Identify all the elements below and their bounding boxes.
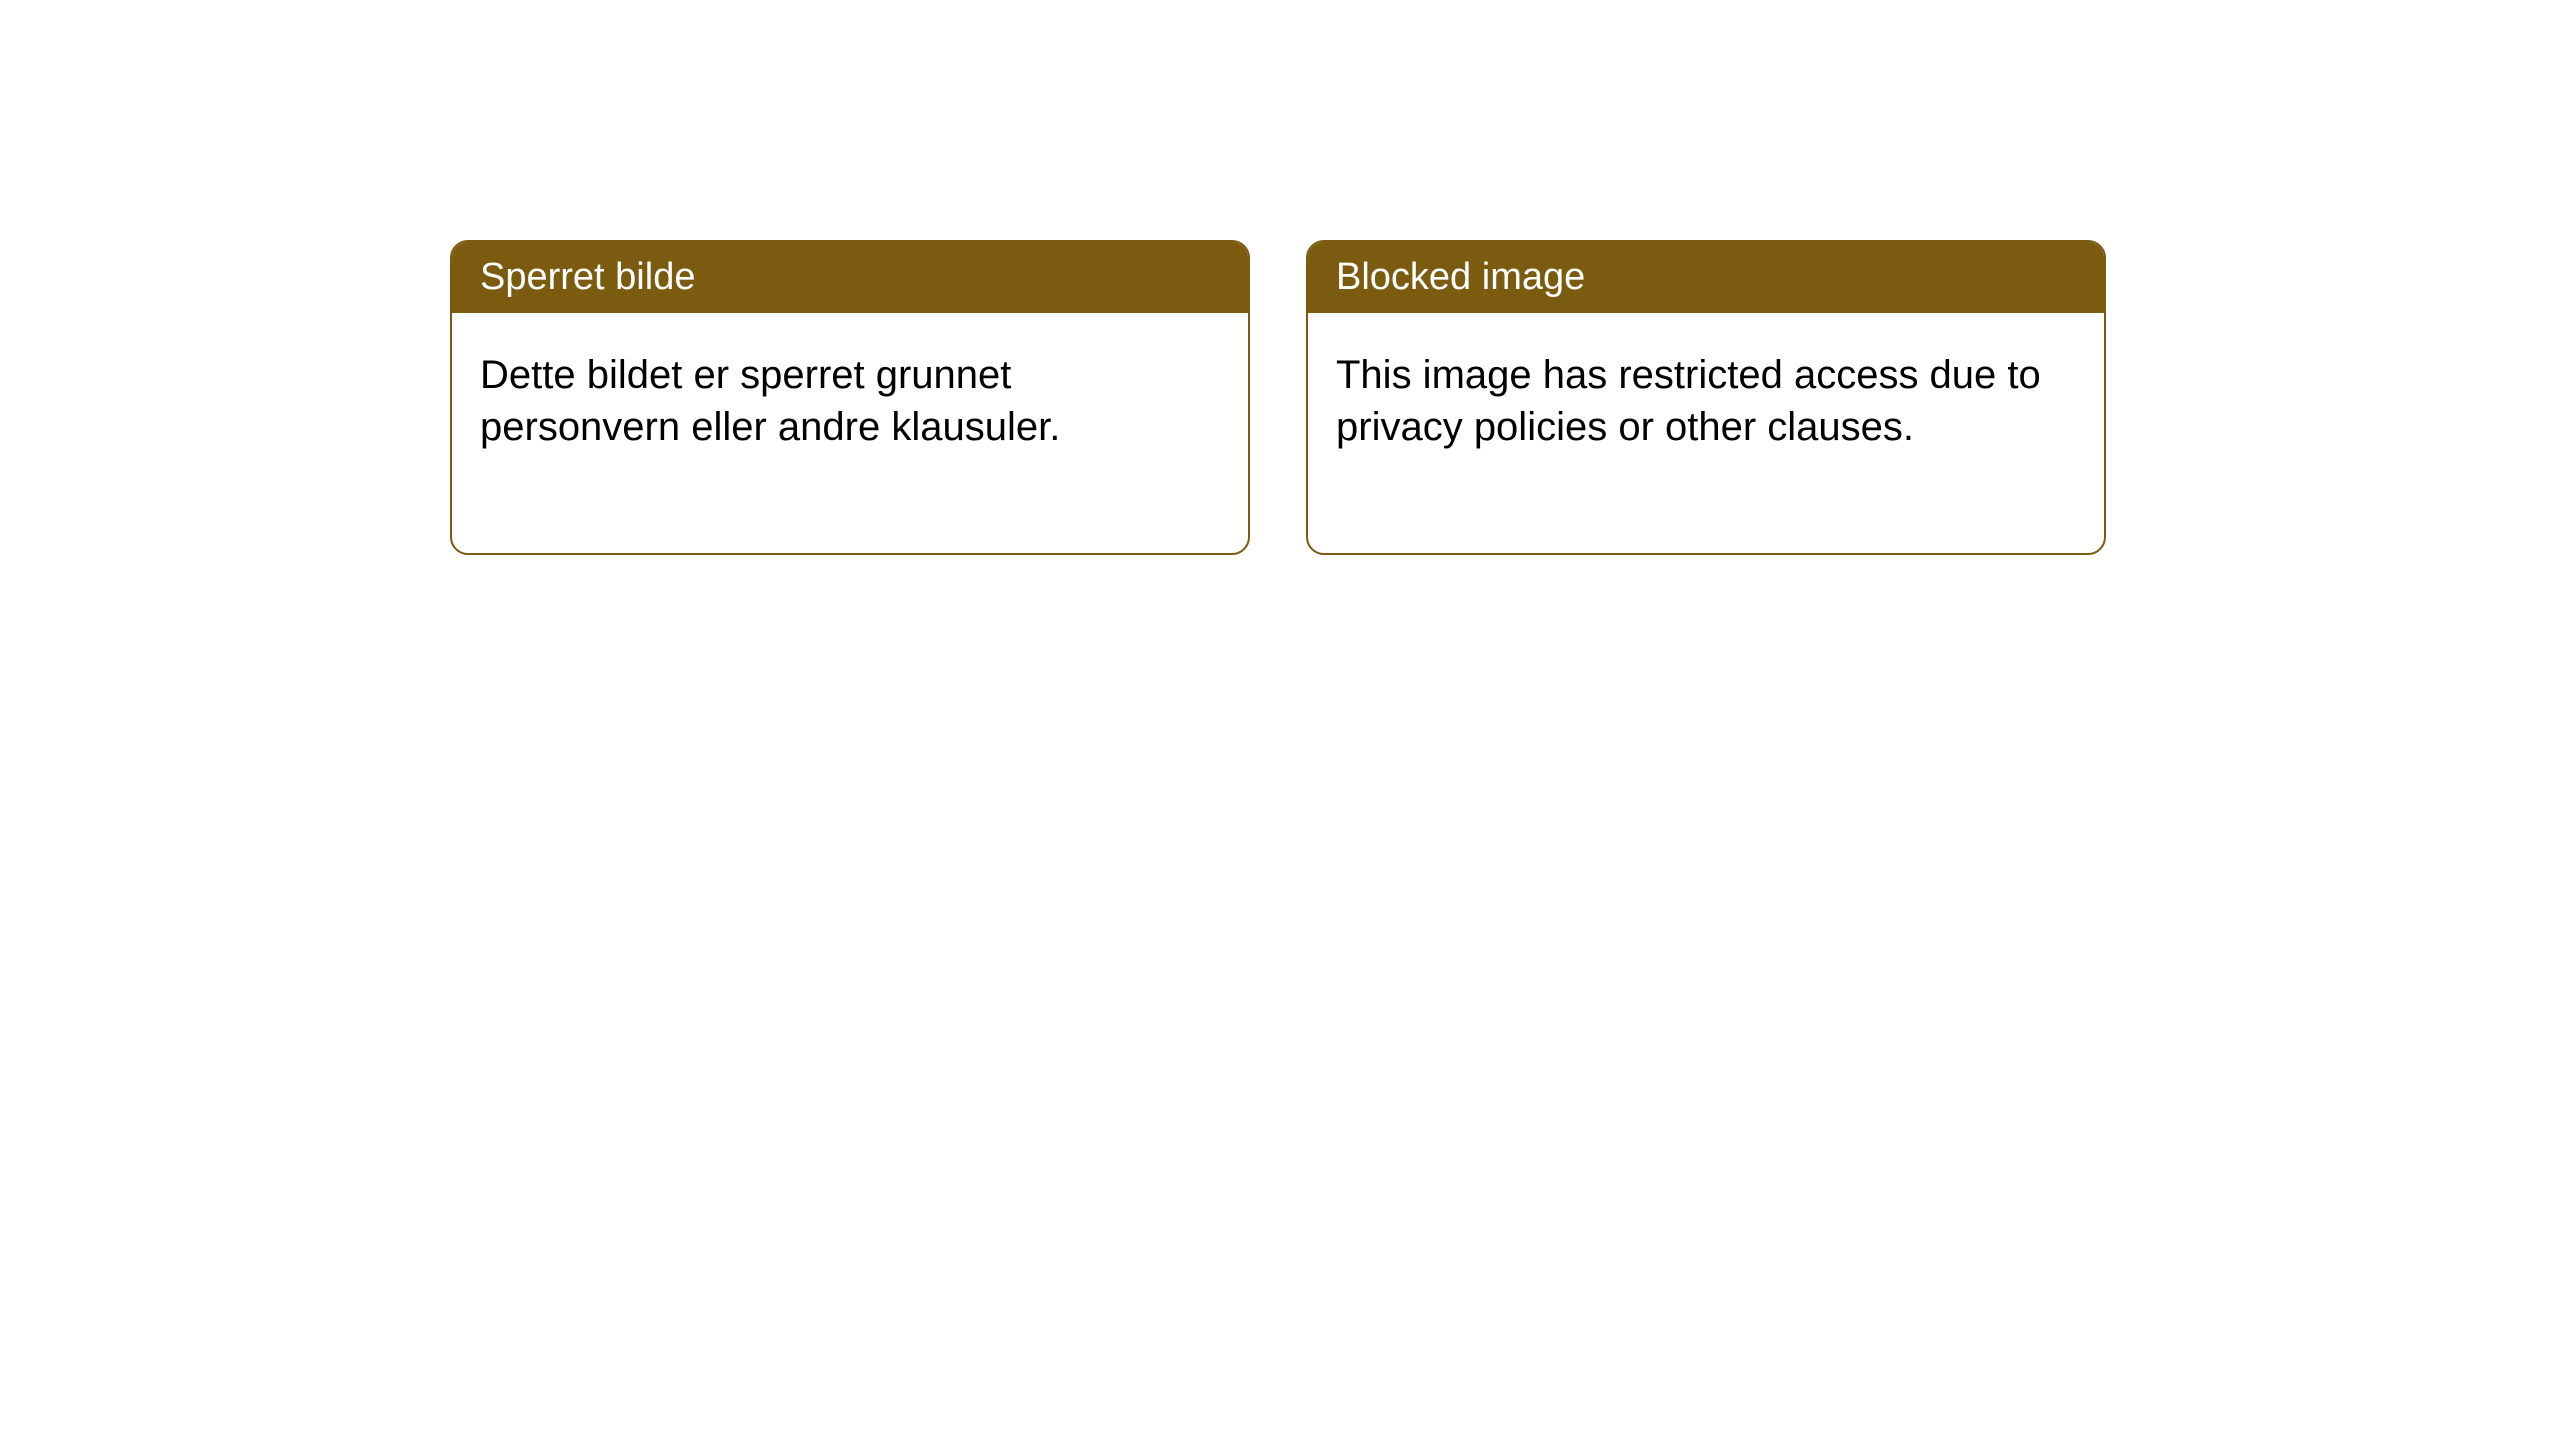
card-body-text: This image has restricted access due to …: [1336, 353, 2041, 449]
notice-cards-container: Sperret bilde Dette bildet er sperret gr…: [450, 240, 2106, 555]
notice-card-english: Blocked image This image has restricted …: [1306, 240, 2106, 555]
notice-card-norwegian: Sperret bilde Dette bildet er sperret gr…: [450, 240, 1250, 555]
card-body: Dette bildet er sperret grunnet personve…: [452, 313, 1248, 553]
card-header: Blocked image: [1308, 242, 2104, 313]
card-body: This image has restricted access due to …: [1308, 313, 2104, 553]
card-title: Sperret bilde: [480, 256, 695, 298]
card-title: Blocked image: [1336, 256, 1585, 298]
card-body-text: Dette bildet er sperret grunnet personve…: [480, 353, 1060, 449]
card-header: Sperret bilde: [452, 242, 1248, 313]
